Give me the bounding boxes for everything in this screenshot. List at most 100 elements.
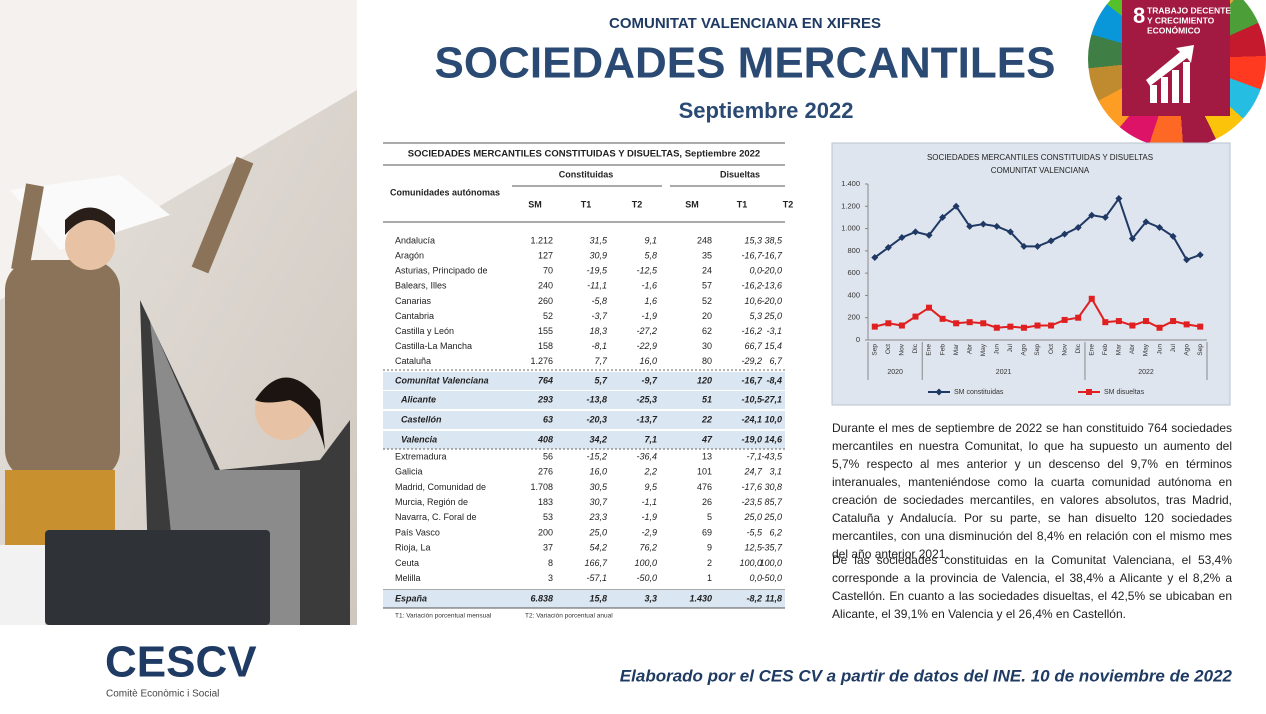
cell: -23,5: [741, 497, 763, 507]
cell: 9,5: [644, 482, 658, 492]
cell: 9: [707, 543, 712, 553]
marker: [911, 228, 919, 236]
x-tick-label: Jul: [1170, 343, 1177, 352]
cell: 20: [702, 311, 712, 321]
cell: 25,0: [763, 311, 782, 321]
marker: [993, 222, 1001, 230]
cell: -16,2: [741, 326, 762, 336]
row-label: Galicia: [395, 467, 423, 477]
cell: 8: [548, 558, 553, 568]
cell: 38,5: [764, 235, 783, 245]
x-tick-label: Nov: [1061, 343, 1068, 355]
cell: 3,3: [644, 593, 657, 603]
row-label: Cataluña: [395, 356, 431, 366]
cell: 1,6: [644, 296, 657, 306]
cell: 54,2: [589, 543, 607, 553]
row-label: Extremadura: [395, 451, 447, 461]
cell: -35,7: [761, 543, 783, 553]
cell: 12,5: [744, 543, 763, 553]
row-label: Madrid, Comunidad de: [395, 482, 486, 492]
row-label: Cantabria: [395, 311, 434, 321]
cell: 47: [701, 434, 713, 444]
cell: 25,0: [588, 527, 607, 537]
row-label: Melilla: [395, 573, 421, 583]
cell: -11,1: [587, 281, 607, 291]
cell: 260: [538, 296, 553, 306]
cell: -2,9: [641, 527, 657, 537]
cell: 24,7: [743, 467, 763, 477]
cell: 31,5: [589, 235, 608, 245]
marker: [884, 244, 892, 252]
cell: -20,3: [586, 414, 607, 424]
column-header: T1: [581, 199, 592, 209]
note: T2: Variación porcentual anual: [525, 613, 613, 620]
cell: -22,9: [636, 341, 657, 351]
row-label: Alicante: [400, 394, 436, 404]
row-label: Rioja, La: [395, 543, 431, 553]
y-tick-label: 200: [847, 313, 860, 322]
cell: -16,7: [741, 375, 763, 385]
cell: 3,1: [769, 467, 782, 477]
cell: 14,6: [764, 434, 783, 444]
cell: -57,1: [586, 573, 607, 583]
cell: -12,5: [636, 266, 658, 276]
cell: 6.838: [530, 593, 553, 603]
marker: [1061, 230, 1069, 238]
cell: 24: [702, 266, 712, 276]
kicker: COMUNITAT VALENCIANA EN XIFRES: [609, 15, 881, 32]
x-tick-label: Oct: [1048, 344, 1055, 354]
marker: [1102, 319, 1109, 326]
marker: [980, 320, 987, 327]
cell: 3: [548, 573, 553, 583]
row-label: País Vasco: [395, 527, 440, 537]
cell: -1,9: [641, 311, 657, 321]
cell: -15,2: [586, 451, 607, 461]
cell: 25,0: [763, 512, 782, 522]
x-tick-label: Mar: [1116, 343, 1123, 355]
cell: 1: [707, 573, 712, 583]
cell: 70: [543, 266, 553, 276]
cell: -24,1: [741, 414, 762, 424]
marker: [871, 323, 878, 330]
cell: -1,1: [641, 497, 657, 507]
cell: -20,0: [761, 266, 782, 276]
cell: 69: [702, 527, 712, 537]
row-highlight: [383, 391, 785, 409]
source: Elaborado por el CES CV a partir de dato…: [620, 666, 1233, 685]
cell: 127: [538, 250, 553, 260]
cell: 276: [538, 467, 553, 477]
x-tick-label: Ago: [1183, 344, 1190, 356]
marker: [1183, 321, 1190, 328]
cell: 53: [543, 512, 553, 522]
cell: 100,0: [739, 558, 762, 568]
cell: 9,1: [644, 235, 657, 245]
cell: -16,7: [741, 250, 763, 260]
y-tick-label: 1.000: [841, 224, 860, 233]
cell: 62: [702, 326, 712, 336]
cell: -27,1: [761, 394, 782, 404]
row-label: Castilla-La Mancha: [395, 341, 472, 351]
x-tick-label: Dic: [1075, 343, 1082, 353]
cell: 2,2: [643, 467, 657, 477]
cell: -7,1: [746, 451, 762, 461]
cell: -8,4: [766, 375, 782, 385]
marker: [993, 324, 1000, 331]
x-tick-label: Feb: [939, 344, 946, 356]
marker: [1061, 316, 1068, 323]
paragraph: De las sociedades constituidas en la Com…: [832, 553, 1232, 621]
cell: -19,0: [741, 434, 762, 444]
marker: [1006, 228, 1014, 236]
row-label: Balears, Illes: [395, 281, 447, 291]
marker: [898, 233, 906, 241]
marker: [925, 231, 933, 239]
marker: [1170, 318, 1177, 325]
marker: [1156, 223, 1164, 231]
row-label: Valencia: [401, 434, 437, 444]
cell: 408: [537, 434, 553, 444]
cell: -5,5: [746, 527, 763, 537]
cell: 1.708: [530, 482, 553, 492]
cell: 16,0: [639, 356, 657, 366]
cell: -36,4: [636, 451, 657, 461]
cell: -16,7: [761, 250, 783, 260]
cell: 23,3: [588, 512, 607, 522]
